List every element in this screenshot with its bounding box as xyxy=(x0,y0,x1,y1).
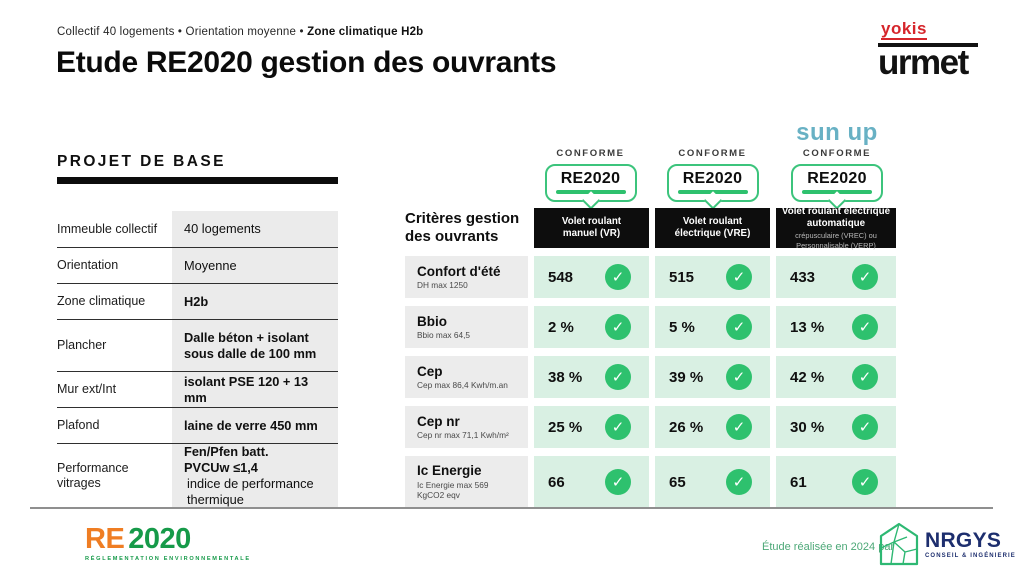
re2020-footer-logo: RE 2020 RÉGLEMENTATION ENVIRONNEMENTALE xyxy=(85,523,251,563)
check-icon: ✓ xyxy=(726,264,752,290)
re2020-logo-year: 2020 xyxy=(128,523,191,555)
column-header-vr: Volet roulant manuel (VR) xyxy=(534,208,649,248)
row-label: Mur ext/Int xyxy=(57,382,117,396)
conforme-badge-vr: CONFORME RE2020 xyxy=(533,148,648,202)
check-icon: ✓ xyxy=(726,414,752,440)
criteria-cell: Ic Energie Ic Energie max 569 KgCO2 eqv xyxy=(405,456,528,508)
table-row: Zone climatique H2b xyxy=(57,284,338,320)
row-label: Orientation xyxy=(57,258,119,272)
row-label: Performance vitrages xyxy=(57,461,129,490)
check-icon: ✓ xyxy=(605,264,631,290)
value-cell: 26 % ✓ xyxy=(655,406,770,448)
row-label: Immeuble collectif xyxy=(57,221,158,236)
row-value: 40 logements xyxy=(172,211,338,247)
projet-de-base-table: Immeuble collectif 40 logements Orientat… xyxy=(57,211,338,508)
value-cell: 548 ✓ xyxy=(534,256,649,298)
check-icon: ✓ xyxy=(605,364,631,390)
value-cell: 2 % ✓ xyxy=(534,306,649,348)
urmet-logo-bar xyxy=(878,43,978,47)
table-row: Orientation Moyenne xyxy=(57,248,338,284)
check-icon: ✓ xyxy=(726,469,752,495)
conforme-badge-vre: CONFORME RE2020 xyxy=(655,148,770,202)
projet-de-base-header: PROJET DE BASE xyxy=(57,153,338,184)
check-icon: ✓ xyxy=(852,314,878,340)
sunup-logo: sun up xyxy=(796,119,878,146)
value-cell: 25 % ✓ xyxy=(534,406,649,448)
nrgys-subtitle: CONSEIL & INGÉNIERIE xyxy=(925,552,1016,559)
check-icon: ✓ xyxy=(852,264,878,290)
table-row: Mur ext/Int isolant PSE 120 + 13 mm xyxy=(57,372,338,408)
value-cell: 65 ✓ xyxy=(655,456,770,508)
nrgys-logo: NRGYS CONSEIL & INGÉNIERIE xyxy=(879,522,1016,566)
table-row: Plancher Dalle béton + isolant sous dall… xyxy=(57,320,338,372)
check-icon: ✓ xyxy=(852,414,878,440)
conforme-label: CONFORME xyxy=(678,148,747,159)
column-header-verp: Volet roulant électrique automatique cré… xyxy=(776,206,896,250)
value-cell: 5 % ✓ xyxy=(655,306,770,348)
check-icon: ✓ xyxy=(605,469,631,495)
row-label: Zone climatique xyxy=(57,294,146,308)
value-cell: 38 % ✓ xyxy=(534,356,649,398)
row-value: laine de verre 450 mm xyxy=(172,408,338,443)
table-row: Plafond laine de verre 450 mm xyxy=(57,408,338,444)
projet-de-base-title: PROJET DE BASE xyxy=(57,153,226,170)
value-cell: 13 % ✓ xyxy=(776,306,896,348)
criteria-cell: Cep Cep max 86,4 Kwh/m.an xyxy=(405,356,528,398)
value-cell: 30 % ✓ xyxy=(776,406,896,448)
value-cell: 42 % ✓ xyxy=(776,356,896,398)
comparison-table: Critères gestion des ouvrants Volet roul… xyxy=(405,206,896,508)
check-icon: ✓ xyxy=(852,364,878,390)
criteria-cell: Cep nr Cep nr max 71,1 Kwh/m² xyxy=(405,406,528,448)
re2020-logo-re: RE xyxy=(85,523,125,555)
yokis-urmet-logo: yokis urmet xyxy=(878,19,978,82)
re2020-badge: RE2020 xyxy=(544,164,637,202)
nrgys-name: NRGYS xyxy=(925,528,1002,552)
check-icon: ✓ xyxy=(726,364,752,390)
criteria-header: Critères gestion des ouvrants xyxy=(405,210,520,245)
title-underline xyxy=(57,177,338,184)
value-cell: 515 ✓ xyxy=(655,256,770,298)
row-value: Fen/Pfen batt. PVCUw ≤1,4 indice de perfo… xyxy=(172,444,338,508)
page-title: Etude RE2020 gestion des ouvrants xyxy=(56,46,557,79)
row-label: Plafond xyxy=(57,418,100,432)
value-cell: 39 % ✓ xyxy=(655,356,770,398)
badge-underline xyxy=(677,190,748,194)
conforme-badge-verp: CONFORME RE2020 xyxy=(777,148,897,202)
re2020-logo-subtitle: RÉGLEMENTATION ENVIRONNEMENTALE xyxy=(85,556,251,562)
row-value: Dalle béton + isolant sous dalle de 100 … xyxy=(172,320,338,371)
breadcrumb-prefix: Collectif 40 logements • Orientation moy… xyxy=(57,26,308,38)
row-value: Moyenne xyxy=(172,248,338,283)
check-icon: ✓ xyxy=(726,314,752,340)
table-row: Performance vitrages Fen/Pfen batt. PVCU… xyxy=(57,444,338,508)
value-cell: 61 ✓ xyxy=(776,456,896,508)
breadcrumb-zone: Zone climatique H2b xyxy=(307,26,424,38)
footer-separator xyxy=(30,507,993,509)
house-icon xyxy=(879,522,919,566)
badge-underline xyxy=(555,190,626,194)
badge-underline xyxy=(802,190,872,194)
check-icon: ✓ xyxy=(852,469,878,495)
check-icon: ✓ xyxy=(605,314,631,340)
conforme-label: CONFORME xyxy=(556,148,625,159)
re2020-badge: RE2020 xyxy=(666,164,759,202)
row-value: isolant PSE 120 + 13 mm xyxy=(172,372,338,407)
urmet-logo: urmet xyxy=(878,43,969,82)
row-value: H2b xyxy=(172,284,338,319)
value-cell: 66 ✓ xyxy=(534,456,649,508)
criteria-cell: Bbio Bbio max 64,5 xyxy=(405,306,528,348)
criteria-cell: Confort d'été DH max 1250 xyxy=(405,256,528,298)
breadcrumb: Collectif 40 logements • Orientation moy… xyxy=(57,26,423,38)
row-label: Plancher xyxy=(57,338,107,352)
check-icon: ✓ xyxy=(605,414,631,440)
column-header-vre: Volet roulant électrique (VRE) xyxy=(655,208,770,248)
value-cell: 433 ✓ xyxy=(776,256,896,298)
re2020-badge: RE2020 xyxy=(791,164,883,202)
conforme-label: CONFORME xyxy=(802,148,872,159)
credit-text: Étude réalisée en 2024 par xyxy=(762,541,895,553)
yokis-logo: yokis xyxy=(881,19,927,40)
table-row: Immeuble collectif 40 logements xyxy=(57,211,338,248)
